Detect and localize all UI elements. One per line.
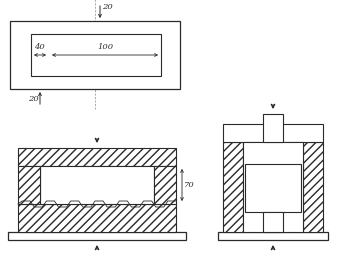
Bar <box>18 204 176 232</box>
Text: 40: 40 <box>34 43 45 51</box>
Bar <box>10 21 180 89</box>
Bar <box>303 142 323 232</box>
Bar <box>263 114 283 142</box>
Bar <box>223 124 323 142</box>
Bar <box>18 166 40 204</box>
Text: 20: 20 <box>28 95 39 103</box>
Bar <box>31 34 161 76</box>
Bar <box>223 142 243 232</box>
Bar <box>243 142 303 232</box>
Bar <box>154 166 176 204</box>
Bar <box>218 232 328 240</box>
Bar <box>245 164 301 212</box>
Bar <box>40 166 154 204</box>
Bar <box>8 232 186 240</box>
Bar <box>18 148 176 166</box>
Bar <box>263 212 283 232</box>
Text: 70: 70 <box>184 181 195 189</box>
Text: 100: 100 <box>97 43 113 51</box>
Text: 20: 20 <box>102 3 113 11</box>
